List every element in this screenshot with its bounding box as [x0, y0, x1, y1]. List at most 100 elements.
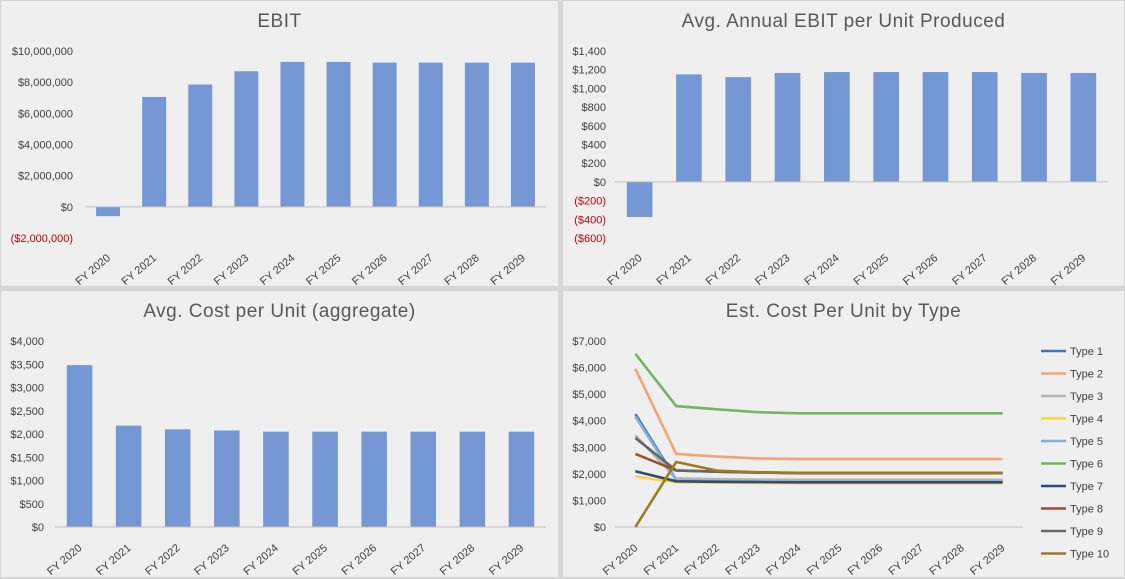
- bar: [234, 71, 259, 207]
- series-line: [634, 460, 1003, 528]
- bar: [361, 431, 387, 527]
- x-tick-label: FY 2023: [753, 252, 792, 288]
- y-tick-label: $7,000: [572, 336, 606, 348]
- y-tick-label: $500: [20, 499, 44, 511]
- x-tick-label: FY 2028: [438, 542, 477, 578]
- bar: [280, 61, 305, 207]
- y-tick-label: $400: [582, 140, 606, 152]
- bar: [142, 96, 167, 207]
- legend-label: Type 4: [1070, 414, 1103, 426]
- y-tick-label: ($2,000,000): [11, 233, 73, 245]
- bar: [1021, 72, 1047, 182]
- y-tick-label: $4,000: [10, 336, 44, 348]
- y-tick-label: $2,000: [572, 469, 606, 481]
- y-tick-label: $6,000: [572, 363, 606, 375]
- x-tick-label: FY 2023: [723, 542, 762, 578]
- legend-label: Type 6: [1070, 459, 1103, 471]
- bar: [214, 430, 240, 527]
- legend-label: Type 8: [1070, 504, 1103, 516]
- bar: [410, 431, 437, 527]
- cost-by-type-chart-panel: Est. Cost Per Unit by Type $0 $1,000 $2,00…: [562, 290, 1125, 578]
- series-line: [634, 368, 1003, 461]
- x-tick-label: FY 2022: [683, 542, 722, 578]
- x-tick-label: FY 2021: [654, 252, 693, 288]
- y-tick-label: $0: [61, 202, 73, 214]
- y-tick-label: $2,000,000: [18, 171, 73, 183]
- y-tick-label: $4,000,000: [18, 140, 73, 152]
- y-tick-label: $3,000: [10, 383, 44, 395]
- avg-cost-bar-chart: $0 $500 $1,000 $1,500 $2,000 $2,500 $3,000 $3,5…: [10, 336, 546, 578]
- x-tick-label: FY 2025: [852, 252, 891, 288]
- legend-label: Type 10: [1070, 549, 1109, 561]
- bar: [676, 74, 702, 182]
- x-tick-label: FY 2020: [45, 542, 84, 578]
- legend-label: Type 1: [1070, 346, 1103, 358]
- x-tick-label: FY 2026: [340, 542, 379, 578]
- bar: [922, 72, 949, 182]
- y-tick-label: ($400): [574, 214, 606, 226]
- x-tick-label: FY 2027: [396, 252, 435, 288]
- y-tick-label: $6,000,000: [18, 108, 73, 120]
- x-tick-label: FY 2025: [805, 542, 844, 578]
- bar: [873, 72, 899, 182]
- x-tick-label: FY 2029: [488, 252, 527, 288]
- bar: [824, 72, 850, 182]
- y-tick-label: $800: [582, 102, 606, 114]
- y-tick-label: $3,000: [572, 442, 606, 454]
- bar: [326, 61, 351, 207]
- bar: [725, 77, 752, 182]
- x-tick-label: FY 2026: [901, 252, 940, 288]
- ebit-bar-chart: ($2,000,000) $0 $2,000,000 $4,000,000 $6,000…: [11, 46, 546, 288]
- x-tick-label: FY 2026: [350, 252, 389, 288]
- x-tick-label: FY 2029: [487, 542, 526, 578]
- y-tick-label: $1,500: [10, 452, 44, 464]
- y-tick-label: $5,000: [572, 389, 606, 401]
- x-tick-label: FY 2028: [927, 542, 966, 578]
- bar: [188, 84, 213, 207]
- y-tick-label: $10,000,000: [12, 46, 73, 58]
- bar: [418, 62, 443, 207]
- avg-cost-chart-panel: Avg. Cost per Unit (aggregate) $0 $500 $1,…: [0, 290, 559, 578]
- series-line: [634, 434, 1003, 482]
- x-tick-label: FY 2021: [642, 542, 681, 578]
- y-tick-label: $2,000: [10, 429, 44, 441]
- y-tick-label: $0: [32, 522, 44, 534]
- ebit-per-unit-bar-chart: ($600) ($400) ($200) $0 $200 $400 $600 $800 $1,0…: [572, 46, 1108, 288]
- x-tick-label: FY 2027: [389, 542, 428, 578]
- x-tick-label: FY 2024: [802, 252, 841, 288]
- y-tick-label: $3,500: [10, 359, 44, 371]
- x-tick-label: FY 2022: [704, 252, 743, 288]
- x-tick-label: FY 2022: [143, 542, 182, 578]
- y-tick-label: ($200): [574, 196, 606, 208]
- legend-label: Type 5: [1070, 436, 1103, 448]
- x-tick-label: FY 2027: [950, 252, 989, 288]
- x-tick-label: FY 2021: [94, 542, 133, 578]
- bar: [510, 62, 535, 207]
- y-tick-label: ($600): [574, 233, 606, 245]
- x-tick-label: FY 2020: [74, 252, 113, 288]
- y-tick-label: $0: [594, 522, 606, 534]
- x-tick-label: FY 2027: [887, 542, 926, 578]
- series-line: [634, 352, 1003, 415]
- x-tick-label: FY 2029: [968, 542, 1007, 578]
- x-tick-label: FY 2029: [1049, 252, 1088, 288]
- x-tick-label: FY 2020: [605, 252, 644, 288]
- x-tick-label: FY 2022: [166, 252, 205, 288]
- cost-by-type-line-chart: $0 $1,000 $2,000 $3,000 $4,000 $5,000 $6,000 $7…: [572, 336, 1109, 578]
- bar: [312, 431, 338, 527]
- bar: [626, 181, 653, 217]
- bar: [263, 431, 289, 527]
- y-tick-label: $2,500: [10, 406, 44, 418]
- legend-label: Type 2: [1070, 369, 1103, 381]
- x-tick-label: FY 2024: [764, 542, 803, 578]
- x-tick-label: FY 2028: [442, 252, 481, 288]
- y-tick-label: $4,000: [572, 416, 606, 428]
- chart-title: Avg. Cost per Unit (aggregate): [143, 301, 416, 322]
- legend-label: Type 3: [1070, 391, 1103, 403]
- bar: [1070, 72, 1097, 182]
- chart-title: EBIT: [257, 11, 302, 32]
- legend-label: Type 7: [1070, 481, 1103, 493]
- y-tick-label: $1,000: [572, 83, 606, 95]
- y-tick-label: $600: [582, 121, 606, 133]
- bar: [164, 429, 191, 527]
